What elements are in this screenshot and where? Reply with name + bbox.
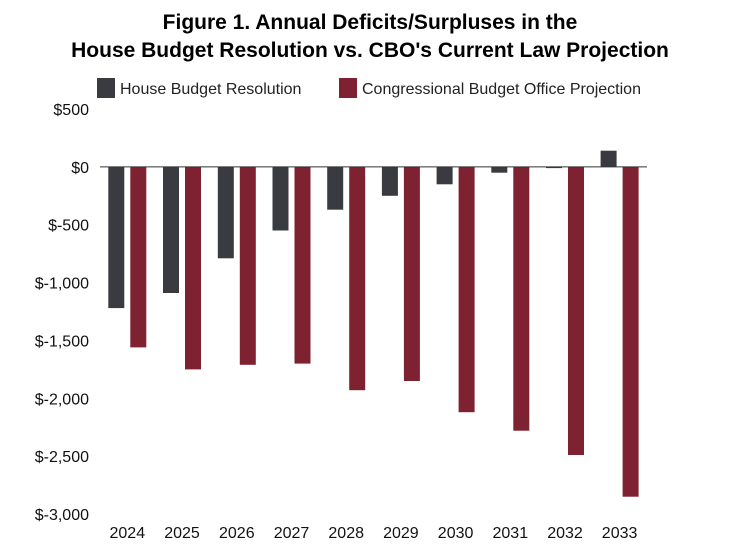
x-tick-label: 2032 <box>547 525 583 542</box>
bar-cbo-2029 <box>403 166 420 381</box>
bar-house-2026 <box>217 166 234 259</box>
bar-house-2028 <box>327 166 344 210</box>
legend-swatch-cbo <box>339 78 357 98</box>
x-tick-label: 2029 <box>383 525 419 542</box>
legend-label-house: House Budget Resolution <box>120 81 301 98</box>
chart-title-line-2: House Budget Resolution vs. CBO's Curren… <box>71 39 669 62</box>
bar-house-2027 <box>272 166 289 231</box>
bar-house-2025 <box>163 166 179 293</box>
bar-cbo-2028 <box>349 166 366 391</box>
legend-label-cbo: Congressional Budget Office Projection <box>362 81 641 98</box>
x-tick-label: 2026 <box>219 525 255 542</box>
x-axis: 2024 2025 2026 2027 2028 2029 2030 2031 2032 2033 <box>110 525 638 542</box>
bar-house-2033 <box>600 150 617 167</box>
bar-cbo-2033 <box>622 166 639 497</box>
x-tick-label: 2033 <box>602 525 638 542</box>
y-tick-label: $-1,500 <box>35 333 89 350</box>
bar-cbo-2025 <box>185 166 201 370</box>
bar-house-2032 <box>546 166 562 169</box>
bar-house-2031 <box>491 166 508 173</box>
bar-cbo-2030 <box>458 166 475 413</box>
bar-house-2024 <box>108 166 125 309</box>
x-tick-label: 2027 <box>274 525 310 542</box>
y-tick-label: $-2,000 <box>35 391 89 408</box>
bar-house-2029 <box>381 166 398 196</box>
x-tick-label: 2031 <box>493 525 529 542</box>
bar-cbo-2027 <box>294 166 311 364</box>
legend-swatch-house <box>97 78 115 98</box>
y-tick-label: $500 <box>53 102 89 119</box>
x-tick-label: 2028 <box>328 525 364 542</box>
chart-title-line-1: Figure 1. Annual Deficits/Surpluses in t… <box>163 11 578 34</box>
x-tick-label: 2030 <box>438 525 474 542</box>
bar-cbo-2032 <box>568 166 584 455</box>
legend: House Budget Resolution Congressional Bu… <box>97 78 641 98</box>
bar-cbo-2026 <box>239 166 256 365</box>
y-tick-label: $0 <box>71 160 89 177</box>
y-tick-label: $-1,000 <box>35 276 89 293</box>
y-tick-label: $-2,500 <box>35 449 89 466</box>
y-tick-label: $-500 <box>48 218 89 235</box>
y-tick-label: $-3,000 <box>35 507 89 524</box>
x-tick-label: 2024 <box>110 525 146 542</box>
bars <box>108 150 639 497</box>
bar-house-2030 <box>436 166 453 185</box>
x-tick-label: 2025 <box>164 525 200 542</box>
bar-cbo-2024 <box>130 166 147 348</box>
y-axis: $500 $0 $-500 $-1,000 $-1,500 $-2,000 $-2,500 $… <box>35 102 89 524</box>
bar-cbo-2031 <box>513 166 530 431</box>
